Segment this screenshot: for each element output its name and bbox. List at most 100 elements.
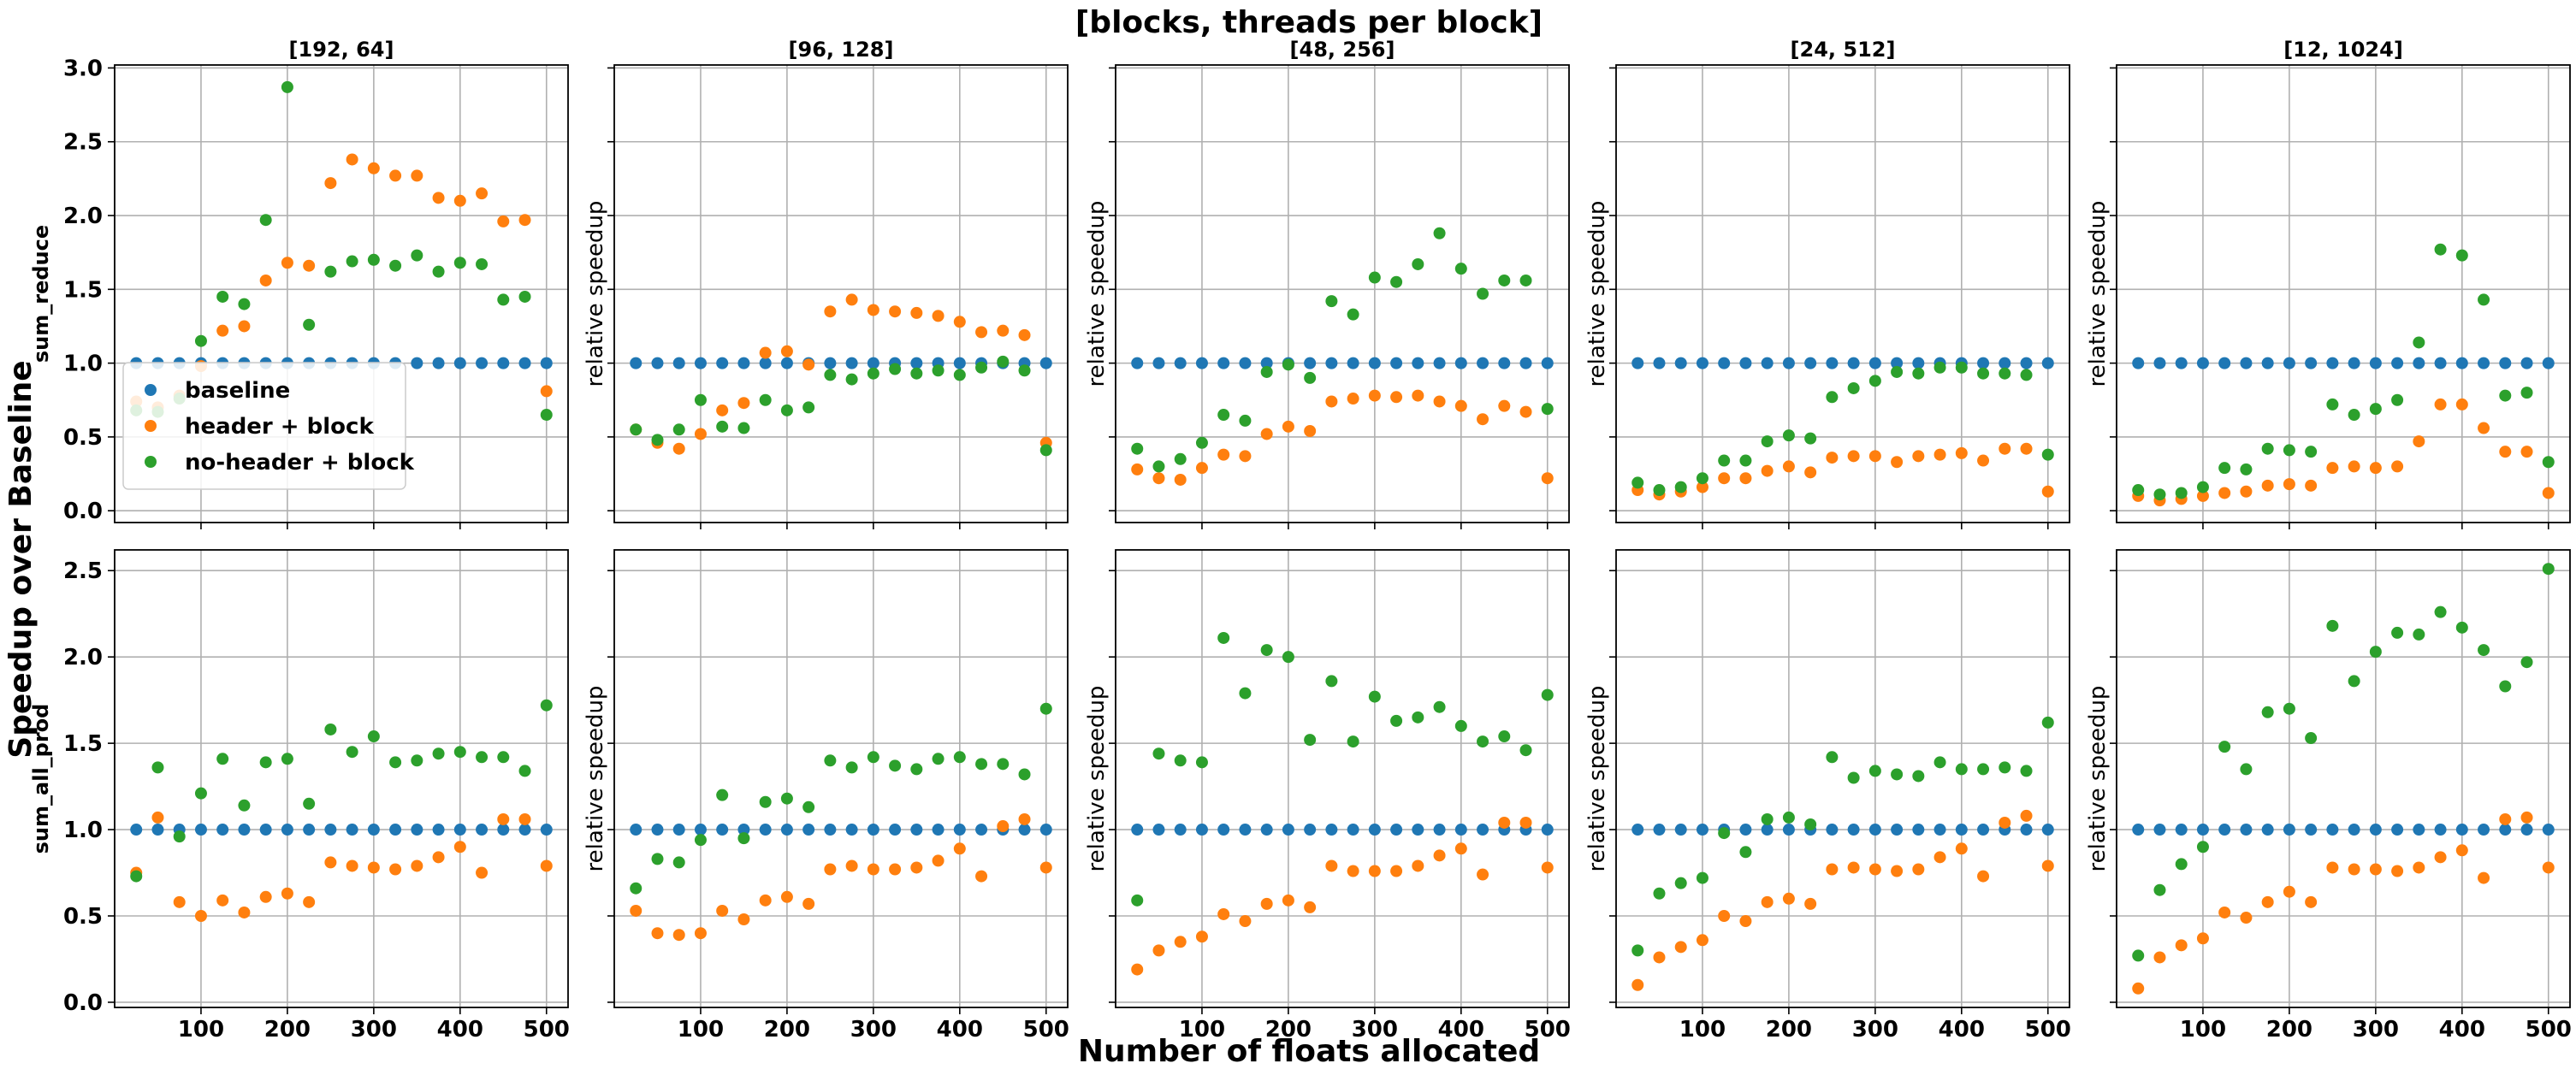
data-point (389, 169, 402, 182)
data-point (953, 316, 966, 328)
data-point (1260, 824, 1273, 836)
data-point (1412, 824, 1424, 836)
y-axis-label: relative speedup (1584, 686, 1610, 872)
data-point (1412, 389, 1424, 402)
data-point (1933, 824, 1946, 836)
data-point (1433, 357, 1446, 369)
data-point (453, 257, 466, 269)
data-point (1912, 450, 1925, 463)
y-tick-label: 1.0 (63, 818, 103, 843)
data-point (672, 442, 685, 455)
data-point (1039, 444, 1052, 457)
figure-y-label: Speedup over Baseline (3, 360, 38, 758)
data-point (2542, 487, 2555, 499)
data-point (2153, 951, 2166, 964)
data-point (1260, 644, 1273, 657)
data-point (2520, 446, 2533, 458)
data-point (1977, 454, 1990, 467)
data-point (651, 824, 664, 836)
series-no-header-block (1131, 227, 1554, 473)
data-point (889, 824, 902, 836)
data-point (2348, 409, 2360, 422)
data-point (1195, 462, 1208, 475)
data-point (651, 853, 664, 865)
data-point (540, 385, 553, 398)
data-point (1847, 771, 1860, 784)
data-point (259, 890, 272, 903)
data-point (1217, 448, 1230, 461)
data-point (1325, 295, 1338, 308)
data-point (540, 824, 553, 836)
data-point (303, 797, 316, 810)
data-point (1782, 460, 1795, 473)
data-point (1131, 963, 1144, 976)
y-axis-label: relative speedup (583, 201, 608, 387)
y-tick-label: 1.5 (63, 277, 103, 303)
data-point (1282, 651, 1294, 664)
data-point (2326, 619, 2339, 632)
data-point (2041, 485, 2054, 498)
data-point (2348, 863, 2360, 876)
series-header-block (630, 812, 1052, 942)
subplot-sum_all_prod-1: 100 200 300 400 500 relative speedup (583, 549, 1069, 1043)
data-point (2218, 741, 2231, 753)
data-point (1804, 818, 1817, 830)
data-point (716, 357, 729, 369)
data-point (1999, 367, 2011, 380)
data-point (975, 361, 988, 374)
data-point (2413, 435, 2425, 448)
y-axis-label: relative speedup (1084, 686, 1110, 872)
data-point (2196, 932, 2209, 945)
data-point (1390, 391, 1403, 404)
subplot-sum_all_prod-2: 100 200 300 400 500 relative speedup (1084, 549, 1571, 1043)
data-point (953, 824, 966, 836)
axes-frame (613, 64, 1069, 523)
data-point (759, 795, 772, 808)
data-point (1282, 358, 1294, 371)
data-point (432, 192, 445, 204)
data-point (780, 345, 793, 357)
data-point (1454, 719, 1467, 732)
x-tick-label: 300 (1352, 1017, 1398, 1043)
data-point (1804, 466, 1817, 479)
data-point (1260, 897, 1273, 910)
column-title: [192, 64] (289, 38, 394, 62)
data-point (1018, 812, 1031, 825)
x-tick-label: 200 (1265, 1017, 1312, 1043)
data-point (259, 824, 272, 836)
data-point (651, 357, 664, 369)
subplot-grid: 0.0 0.5 1.0 1.5 2.0 2.5 3.0 sum_reduce [192, 64]… (29, 38, 2572, 1043)
data-point (1282, 420, 1294, 433)
data-point (2434, 851, 2447, 864)
data-point (867, 367, 879, 380)
data-point (975, 824, 988, 836)
data-point (238, 320, 251, 333)
subplot-sum_reduce-1: relative speedup [96, 128] (583, 38, 1069, 529)
data-point (1304, 357, 1317, 369)
data-point (1977, 357, 1990, 369)
data-point (1804, 432, 1817, 445)
data-point (716, 824, 729, 836)
data-point (2348, 675, 2360, 688)
data-point (2218, 824, 2231, 836)
series-no-header-block (630, 702, 1052, 895)
data-point (1174, 357, 1187, 369)
data-point (1826, 824, 1839, 836)
legend: baseline header + block no-header + block (122, 362, 415, 490)
data-point (694, 428, 707, 440)
data-point (1955, 763, 1968, 776)
data-point (194, 824, 207, 836)
row-label: sum_all_prod (29, 704, 53, 854)
data-point (2348, 460, 2360, 473)
data-point (1174, 452, 1187, 465)
data-point (2175, 939, 2188, 952)
data-point (1782, 811, 1795, 824)
data-point (845, 761, 858, 774)
subplot-sum_reduce-3: relative speedup [24, 512] (1584, 38, 2070, 529)
data-point (2413, 628, 2425, 641)
series-no-header-block (2132, 243, 2555, 501)
series-header-block (630, 293, 1052, 455)
data-point (1847, 450, 1860, 463)
data-point (845, 357, 858, 369)
